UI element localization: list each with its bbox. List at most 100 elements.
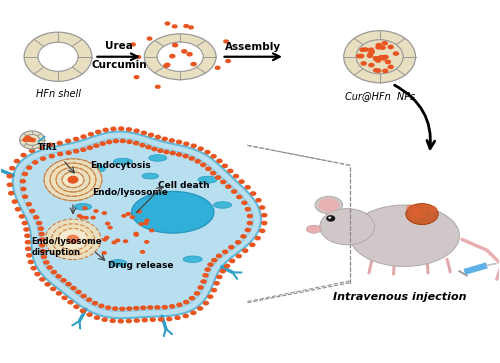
Ellipse shape — [144, 34, 216, 79]
Text: Drug release: Drug release — [108, 261, 174, 270]
Circle shape — [139, 143, 145, 147]
Circle shape — [140, 250, 145, 254]
Circle shape — [80, 294, 87, 298]
Circle shape — [30, 266, 37, 270]
Circle shape — [176, 302, 182, 307]
Circle shape — [73, 305, 80, 309]
Text: Cell death: Cell death — [158, 182, 210, 190]
Circle shape — [20, 179, 26, 184]
Circle shape — [52, 224, 94, 255]
Text: Curcumin: Curcumin — [91, 60, 146, 70]
Circle shape — [373, 57, 380, 61]
Circle shape — [244, 185, 251, 189]
Circle shape — [164, 21, 170, 26]
Circle shape — [240, 234, 246, 239]
Circle shape — [62, 295, 68, 300]
Circle shape — [372, 56, 379, 61]
Circle shape — [94, 315, 100, 320]
Ellipse shape — [319, 199, 339, 211]
Circle shape — [220, 180, 226, 184]
Circle shape — [20, 153, 27, 158]
Circle shape — [172, 24, 177, 29]
Circle shape — [376, 43, 382, 48]
Circle shape — [25, 246, 32, 251]
Circle shape — [144, 219, 150, 223]
Circle shape — [92, 301, 98, 306]
Circle shape — [176, 140, 182, 144]
Circle shape — [38, 145, 44, 150]
Ellipse shape — [114, 158, 132, 165]
Circle shape — [183, 300, 190, 305]
Circle shape — [246, 214, 253, 219]
Circle shape — [112, 139, 119, 143]
Circle shape — [380, 45, 386, 50]
Circle shape — [90, 216, 96, 220]
Circle shape — [207, 262, 214, 267]
Circle shape — [18, 214, 25, 219]
Text: TfR1: TfR1 — [38, 143, 58, 152]
Circle shape — [375, 68, 382, 73]
Circle shape — [142, 318, 148, 322]
Circle shape — [140, 305, 146, 310]
Circle shape — [414, 211, 425, 219]
Circle shape — [70, 286, 76, 290]
Circle shape — [242, 248, 248, 253]
Circle shape — [66, 150, 72, 155]
Circle shape — [210, 171, 216, 175]
Circle shape — [223, 39, 229, 44]
Circle shape — [39, 243, 46, 248]
Ellipse shape — [74, 204, 92, 210]
Circle shape — [76, 223, 82, 227]
Circle shape — [118, 319, 124, 323]
Circle shape — [24, 134, 40, 145]
Circle shape — [22, 194, 29, 199]
Circle shape — [356, 54, 362, 58]
Circle shape — [413, 207, 420, 212]
Ellipse shape — [350, 205, 460, 266]
Circle shape — [183, 24, 189, 28]
Circle shape — [250, 191, 256, 196]
Circle shape — [211, 258, 218, 262]
Circle shape — [182, 314, 189, 318]
Circle shape — [169, 54, 175, 58]
Circle shape — [190, 310, 196, 315]
Text: Intravenous injection: Intravenous injection — [333, 292, 466, 302]
Circle shape — [56, 167, 90, 192]
Circle shape — [77, 214, 82, 218]
Circle shape — [73, 136, 80, 141]
Circle shape — [236, 254, 242, 258]
Circle shape — [24, 134, 40, 145]
Circle shape — [368, 63, 374, 68]
Circle shape — [102, 211, 107, 215]
Ellipse shape — [183, 256, 202, 262]
Circle shape — [216, 254, 222, 258]
Circle shape — [162, 136, 168, 141]
Circle shape — [134, 129, 140, 133]
Circle shape — [166, 317, 172, 321]
Circle shape — [80, 237, 86, 241]
Text: Assembly: Assembly — [226, 42, 281, 52]
Circle shape — [228, 245, 234, 250]
Circle shape — [188, 25, 194, 30]
Circle shape — [102, 251, 107, 255]
Circle shape — [30, 138, 36, 142]
Circle shape — [105, 305, 112, 310]
Circle shape — [210, 154, 217, 159]
Circle shape — [150, 317, 156, 322]
Circle shape — [214, 66, 220, 70]
Ellipse shape — [320, 209, 374, 245]
Circle shape — [382, 54, 388, 59]
Circle shape — [412, 212, 420, 218]
Ellipse shape — [132, 191, 214, 233]
Circle shape — [197, 306, 203, 311]
Circle shape — [261, 213, 268, 217]
Circle shape — [392, 51, 399, 56]
Text: HFn shell: HFn shell — [36, 89, 80, 99]
Circle shape — [24, 233, 30, 238]
Circle shape — [67, 300, 73, 305]
Circle shape — [34, 272, 40, 276]
Circle shape — [112, 240, 117, 244]
Circle shape — [65, 139, 71, 143]
Circle shape — [154, 135, 161, 139]
Circle shape — [202, 301, 209, 305]
